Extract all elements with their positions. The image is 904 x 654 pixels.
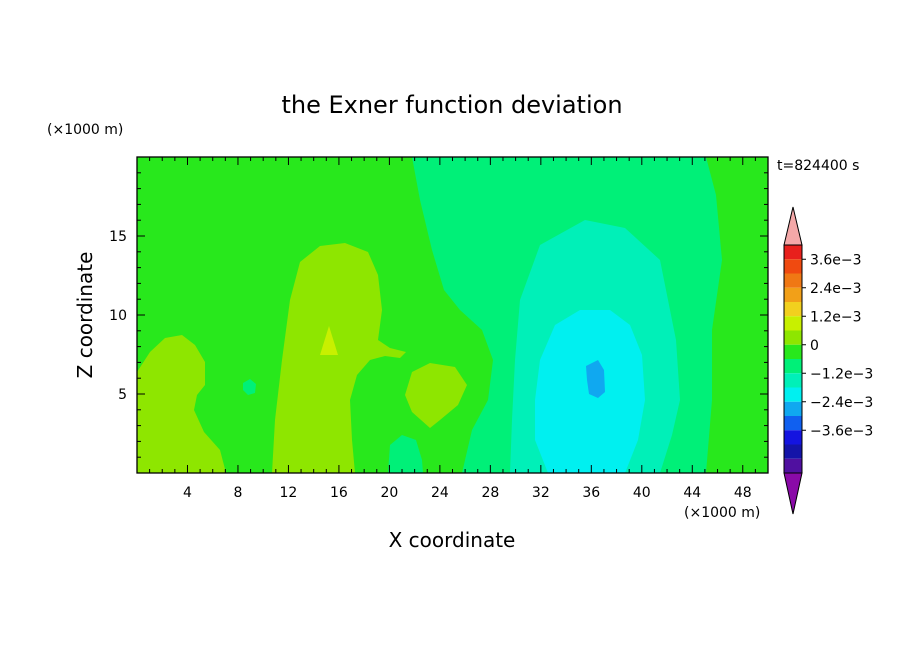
- y-tick-label: 5: [118, 387, 127, 403]
- x-tick-label: 44: [683, 485, 701, 501]
- region-central-lobe: [272, 243, 406, 473]
- colorbar-segment: [784, 273, 802, 288]
- x-tick-label: 8: [233, 485, 242, 501]
- colorbar-upper-extension: [783, 206, 803, 246]
- colorbar-segment: [784, 430, 802, 445]
- contour-field: [137, 157, 768, 473]
- x-tick-label: 32: [532, 485, 550, 501]
- region-core-negative: [586, 360, 605, 398]
- x-unit-label: (×1000 m): [684, 505, 760, 521]
- region-right-lobe: [405, 363, 467, 428]
- x-axis-label: X coordinate: [389, 528, 516, 552]
- colorbar-segment: [784, 458, 802, 473]
- region-bottom-spot: [388, 435, 423, 473]
- colorbar-segment: [784, 387, 802, 402]
- region-central-peak: [320, 326, 338, 355]
- colorbar-label: −2.4e−3: [810, 395, 873, 411]
- colorbar-label: 0: [810, 338, 819, 354]
- colorbar-label: −3.6e−3: [810, 423, 873, 439]
- colorbar-label: 2.4e−3: [810, 281, 862, 297]
- y-unit-label: (×1000 m): [47, 122, 123, 138]
- x-tick-label: 36: [582, 485, 600, 501]
- x-tick-label: 12: [280, 485, 298, 501]
- chart-title: the Exner function deviation: [281, 91, 622, 119]
- colorbar: 3.6e−3 2.4e−3 1.2e−3 0 −1.2e−3 −2.4e−3 −3.6e−3: [783, 206, 873, 515]
- time-label: t=824400 s: [777, 158, 859, 174]
- region-left-lobe: [137, 335, 226, 473]
- colorbar-segment: [784, 287, 802, 302]
- y-axis: 5 10 15: [109, 172, 768, 458]
- y-tick-label: 10: [109, 308, 127, 324]
- x-axis: 4 8 12 16 20 24 28 32 36 40 44 48: [149, 157, 756, 501]
- colorbar-segment: [784, 302, 802, 317]
- colorbar-segment: [784, 344, 802, 359]
- x-tick-label: 28: [481, 485, 499, 501]
- colorbar-label: −1.2e−3: [810, 366, 873, 382]
- colorbar-segment: [784, 259, 802, 274]
- region-left-spot: [243, 379, 256, 395]
- y-axis-label: Z coordinate: [73, 252, 97, 379]
- x-tick-label: 20: [380, 485, 398, 501]
- x-tick-label: 4: [183, 485, 192, 501]
- x-tick-label: 40: [633, 485, 651, 501]
- colorbar-segment: [784, 444, 802, 459]
- colorbar-label: 1.2e−3: [810, 309, 862, 325]
- colorbar-lower-extension: [783, 472, 803, 515]
- colorbar-frame: [783, 244, 803, 474]
- colorbar-label: 3.6e−3: [810, 252, 862, 268]
- y-tick-label: 15: [109, 229, 127, 245]
- colorbar-segment: [784, 330, 802, 345]
- x-tick-label: 24: [431, 485, 449, 501]
- colorbar-segment: [784, 373, 802, 388]
- x-tick-label: 48: [734, 485, 752, 501]
- colorbar-segment: [784, 316, 802, 331]
- colorbar-segment: [784, 245, 802, 260]
- x-tick-label: 16: [330, 485, 348, 501]
- colorbar-segment: [784, 401, 802, 416]
- colorbar-segment: [784, 416, 802, 431]
- colorbar-segment: [784, 359, 802, 374]
